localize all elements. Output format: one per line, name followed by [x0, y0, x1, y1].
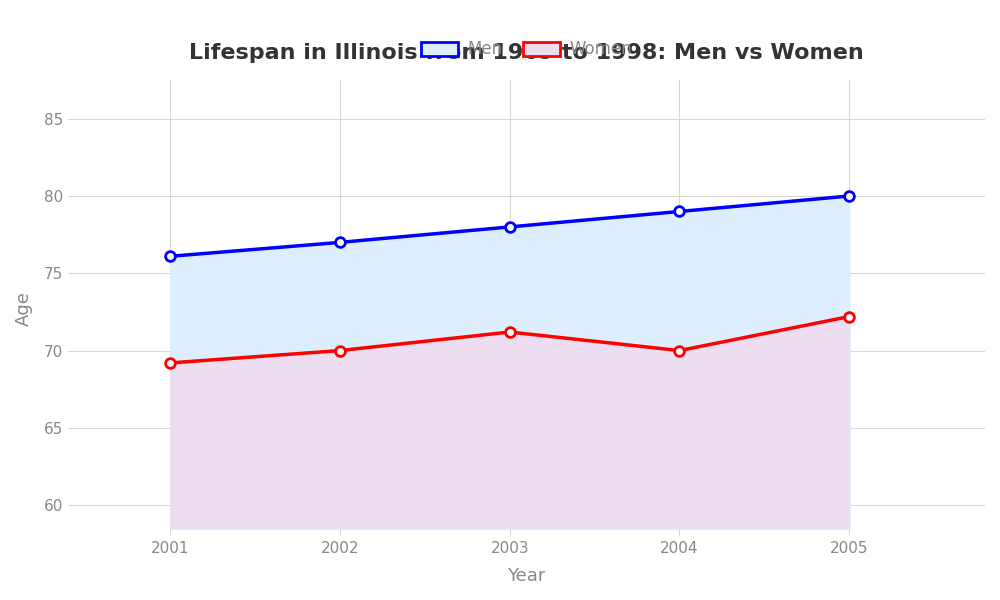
Title: Lifespan in Illinois from 1969 to 1998: Men vs Women: Lifespan in Illinois from 1969 to 1998: … — [189, 43, 864, 63]
Y-axis label: Age: Age — [15, 290, 33, 326]
Legend: Men, Women: Men, Women — [414, 34, 639, 65]
X-axis label: Year: Year — [507, 567, 546, 585]
